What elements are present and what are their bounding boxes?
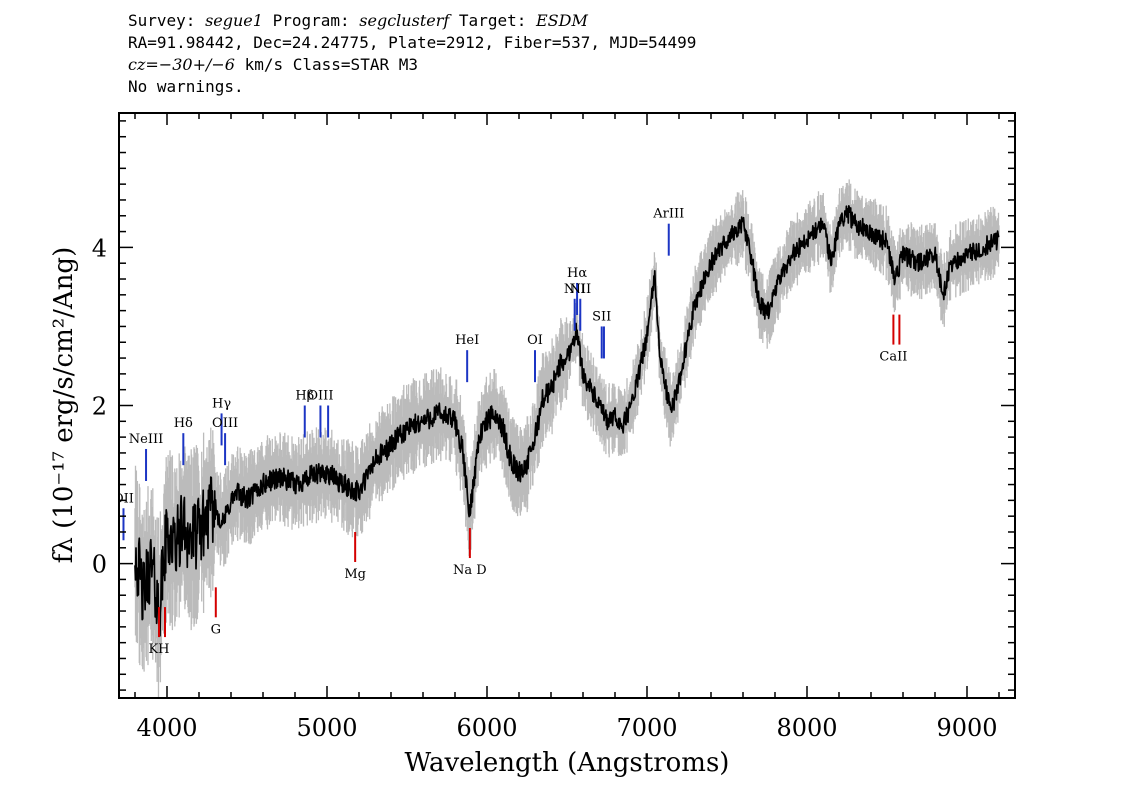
x-tick-label: 4000 [136,714,197,742]
error-band-layer [134,179,1000,698]
error-band [134,179,1000,698]
axes-layer: 4000 5000 6000 7000 8000 9000 0 2 4 [92,113,1015,742]
absorption-line-label: Mg [344,567,366,582]
survey-value: segue1 [205,11,263,30]
absorption-line-label: CaII [879,350,907,365]
flux-layer [134,205,1000,637]
emission-line-label: NII [564,282,586,297]
emission-line-label: Hγ [212,396,231,411]
target-value: ESDM [536,11,588,30]
program-label: Program: [272,11,350,30]
target-label: Target: [458,11,527,30]
program-value: segclusterf [359,11,450,30]
header-line-survey: Survey: segue1 Program: segclusterf Targ… [128,10,696,32]
cz-value: −30+/−6 [158,55,235,74]
emission-line-label: Hα [567,266,587,281]
spectrum-header: Survey: segue1 Program: segclusterf Targ… [128,10,696,98]
absorption-line-label: KH [148,642,169,657]
emission-line-label: Hδ [174,416,193,431]
emission-line-label: OI [527,333,543,348]
survey-label: Survey: [128,11,196,30]
x-axis-label: Wavelength (Angstroms) [405,748,730,778]
cz-unit-class: km/s Class=STAR M3 [244,55,418,74]
emission-line-label: ArIII [652,207,684,222]
emission-line-label: Hβ [295,389,314,404]
y-tick-label: 4 [92,234,107,262]
emission-line-label: OIII [307,389,333,404]
y-tick-label: 2 [92,393,107,421]
y-tick-label: 0 [92,551,107,579]
x-tick-label: 6000 [456,714,517,742]
flux-line [134,205,1000,637]
x-tick-label: 7000 [616,714,677,742]
x-tick-label: 9000 [936,714,997,742]
emission-line-label: NII [569,282,591,297]
header-line-redshift: cz=−30+/−6 km/s Class=STAR M3 [128,54,696,76]
plot-frame [118,112,1016,699]
emission-line-label: SII [592,309,611,324]
y-axis-label: fλ (10⁻¹⁷ erg/s/cm²/Ang) [49,247,79,563]
absorption-line-label: Na D [453,563,487,578]
emission-line-label: HeI [455,333,479,348]
header-line-warnings: No warnings. [128,77,244,96]
emission-line-label: OIII [212,416,238,431]
x-tick-label: 8000 [776,714,837,742]
cz-label: cz= [128,55,159,74]
emission-line-label: NeIII [129,432,163,447]
absorption-line-label: G [211,622,221,637]
header-line-coordinates: RA=91.98442, Dec=24.24775, Plate=2912, F… [128,33,697,52]
x-tick-label: 5000 [296,714,357,742]
emission-line-label: OII [113,491,134,506]
